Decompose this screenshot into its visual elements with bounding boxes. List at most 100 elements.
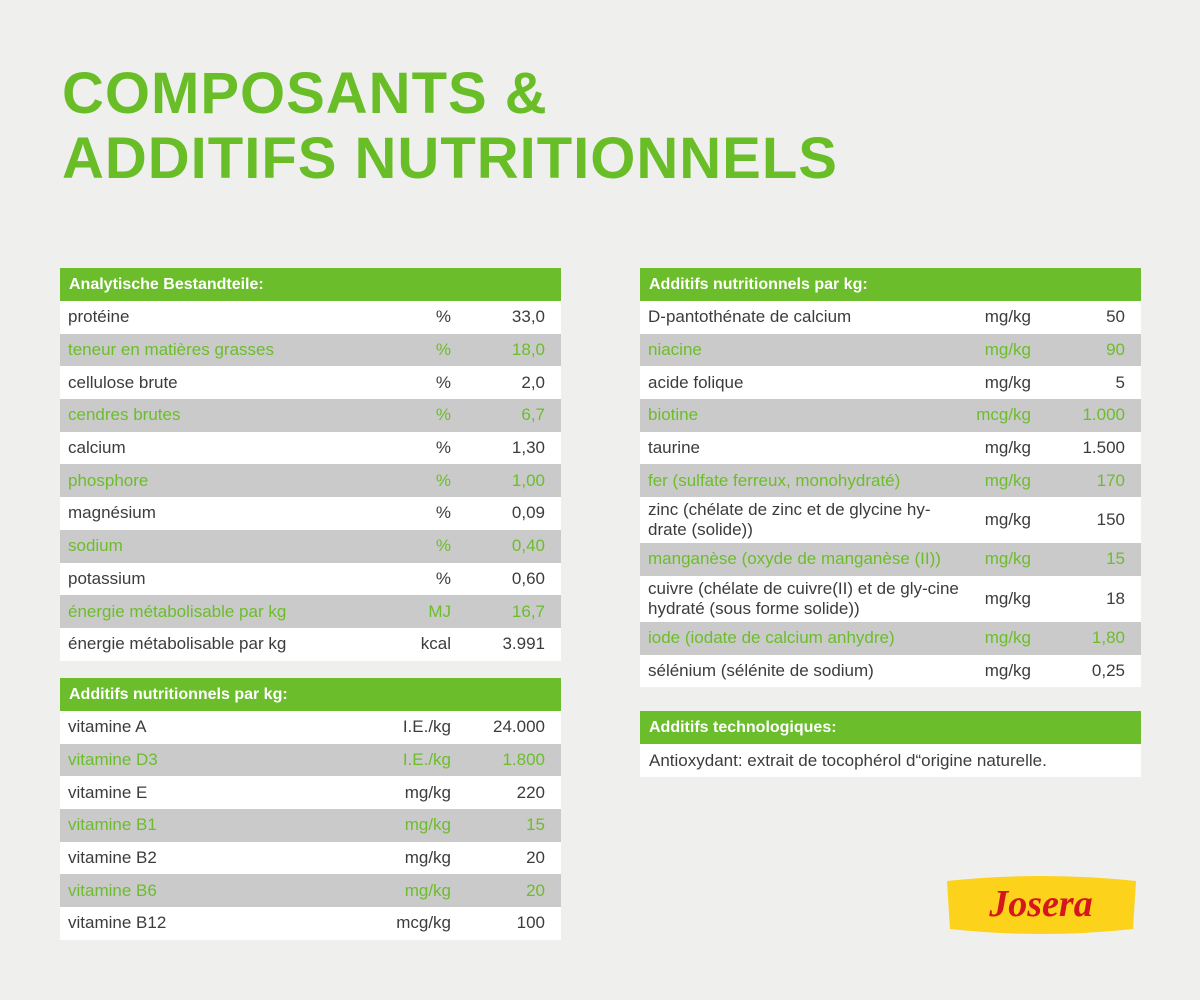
- row-unit: mg/kg: [984, 307, 1031, 327]
- row-value: 1,30: [511, 438, 545, 458]
- logo-text: Josera: [988, 883, 1092, 925]
- row-value: 0,40: [511, 536, 545, 556]
- title-line-2: ADDITIFS NUTRITIONNELS: [62, 125, 838, 191]
- page-title: COMPOSANTS & ADDITIFS NUTRITIONNELS: [62, 61, 838, 192]
- row-value: 16,7: [511, 601, 545, 621]
- row-unit: mg/kg: [984, 628, 1031, 648]
- table-row: phosphore% 1,00: [60, 464, 561, 498]
- row-unit: mg/kg: [404, 815, 451, 835]
- row-unit: mg/kg: [984, 510, 1031, 530]
- row-name: vitamine E: [68, 782, 148, 802]
- analytic-rows: protéine% 33,0 teneur en matières grasses%…: [60, 301, 561, 661]
- row-value: 20: [526, 848, 545, 868]
- row-unit: mg/kg: [984, 438, 1031, 458]
- table-row: acide folique mg/kg 5: [640, 366, 1141, 400]
- row-value: 150: [1096, 510, 1125, 530]
- row-value: 1,80: [1091, 628, 1125, 648]
- row-name: teneur en matières grasses: [68, 340, 274, 360]
- row-value: 15: [1106, 549, 1125, 569]
- table-row: sodium% 0,40: [60, 529, 561, 563]
- technological-note: Antioxydant: extrait de tocophérol d“ori…: [640, 744, 1141, 777]
- row-unit: %: [435, 568, 451, 588]
- row-unit: mg/kg: [984, 372, 1031, 392]
- row-value: 5: [1115, 372, 1125, 392]
- row-value: 18,0: [511, 340, 545, 360]
- row-unit: mg/kg: [404, 848, 451, 868]
- row-name: calcium: [68, 438, 126, 458]
- table-row: biotine mcg/kg 1.000: [640, 399, 1141, 432]
- row-unit: mg/kg: [984, 588, 1031, 608]
- row-unit: %: [435, 340, 451, 360]
- row-value: 90: [1106, 340, 1125, 360]
- table-row: iode (iodate de calcium anhydre) mg/kg 1,8…: [640, 621, 1141, 655]
- analytic-table-header: Analytische Bestandteile:: [60, 268, 561, 301]
- row-name: énergie métabolisable par kg: [68, 601, 287, 621]
- technological-table-header: Additifs technologiques:: [640, 711, 1141, 744]
- vitamins-rows: vitamine A I.E./kg 24.000 vitamine D3 I.E./k…: [60, 711, 561, 940]
- table-row: énergie métabolisable par kg MJ 16,7: [60, 595, 561, 628]
- row-unit: mcg/kg: [976, 405, 1031, 425]
- table-row: vitamine B12 mcg/kg 100: [60, 907, 561, 940]
- row-unit: %: [435, 405, 451, 425]
- row-unit: mg/kg: [984, 549, 1031, 569]
- row-name: zinc (chélate de zinc et de glycine hy-d…: [648, 500, 931, 540]
- table-row: sélénium (sélénite de sodium) mg/kg 0,25: [640, 654, 1141, 688]
- row-name: fer (sulfate ferreux, monohydraté): [648, 470, 901, 490]
- table-row: vitamine A I.E./kg 24.000: [60, 711, 561, 744]
- row-unit: I.E./kg: [402, 750, 451, 770]
- table-row: vitamine E mg/kg 220: [60, 776, 561, 810]
- table-row: cellulose brute% 2,0: [60, 366, 561, 400]
- table-row: zinc (chélate de zinc et de glycine hy-d…: [640, 497, 1141, 544]
- analytic-table: Analytische Bestandteile: protéine% 33,0 t…: [60, 268, 561, 661]
- table-row: cuivre (chélate de cuivre(II) et de gly-…: [640, 575, 1141, 622]
- row-value: 3.991: [502, 634, 545, 654]
- table-row: D-pantothénate de calcium mg/kg 50: [640, 301, 1141, 334]
- minerals-table-header: Additifs nutritionnels par kg:: [640, 268, 1141, 301]
- row-value: 24.000: [493, 717, 545, 737]
- row-unit: mg/kg: [984, 340, 1031, 360]
- table-row: magnésium% 0,09: [60, 497, 561, 530]
- row-name: phosphore: [68, 470, 149, 490]
- table-row: niacine mg/kg 90: [640, 333, 1141, 367]
- row-value: 1.800: [502, 750, 545, 770]
- row-name: cendres brutes: [68, 405, 181, 425]
- row-unit: kcal: [420, 634, 451, 654]
- row-value: 18: [1106, 588, 1125, 608]
- row-value: 1.000: [1082, 405, 1125, 425]
- row-unit: mg/kg: [404, 782, 451, 802]
- minerals-table: Additifs nutritionnels par kg: D-pantoth…: [640, 268, 1141, 688]
- row-value: 15: [526, 815, 545, 835]
- row-name: vitamine B12: [68, 913, 167, 933]
- row-name: vitamine B6: [68, 880, 157, 900]
- logo-yellow-background: [947, 876, 1136, 934]
- row-value: 220: [516, 782, 545, 802]
- row-name: acide folique: [648, 372, 744, 392]
- row-name: vitamine B2: [68, 848, 157, 868]
- row-value: 50: [1106, 307, 1125, 327]
- table-row: taurine mg/kg 1.500: [640, 431, 1141, 465]
- row-unit: %: [435, 307, 451, 327]
- row-name: vitamine D3: [68, 750, 158, 770]
- row-name: potassium: [68, 568, 146, 588]
- row-unit: %: [435, 536, 451, 556]
- row-unit: mg/kg: [404, 880, 451, 900]
- row-name: cellulose brute: [68, 372, 178, 392]
- row-name: biotine: [648, 405, 699, 425]
- vitamins-table-header: Additifs nutritionnels par kg:: [60, 678, 561, 711]
- row-name: vitamine B1: [68, 815, 157, 835]
- table-row: teneur en matières grasses% 18,0: [60, 333, 561, 367]
- row-value: 20: [526, 880, 545, 900]
- table-row: cendres brutes% 6,7: [60, 399, 561, 432]
- row-name: manganèse (oxyde de manganèse (II)): [648, 549, 941, 569]
- title-line-1: COMPOSANTS &: [62, 61, 548, 126]
- row-value: 0,60: [511, 568, 545, 588]
- table-row: vitamine B1 mg/kg 15: [60, 809, 561, 842]
- row-unit: %: [435, 470, 451, 490]
- table-row: potassium% 0,60: [60, 562, 561, 596]
- row-value: 1.500: [1082, 438, 1125, 458]
- row-name: iode (iodate de calcium anhydre): [648, 628, 895, 648]
- row-name: magnésium: [68, 503, 156, 523]
- table-row: vitamine B2 mg/kg 20: [60, 841, 561, 875]
- row-name: niacine: [648, 340, 702, 360]
- technological-table: Additifs technologiques: Antioxydant: ex…: [640, 711, 1141, 777]
